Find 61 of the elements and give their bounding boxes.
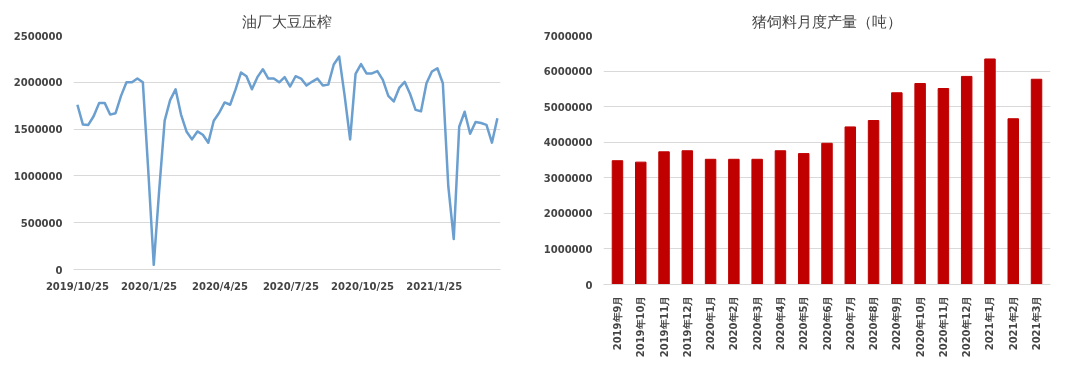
chart-title: 油厂大豆压榨 [242,12,332,31]
bar [1030,78,1043,285]
y-tick-label: 2500000 [13,30,63,42]
x-tick-label: 2020年8月 [868,295,880,351]
x-tick-label: 2020年3月 [751,295,763,351]
x-tick-label: 2020年12月 [961,295,973,358]
x-tick-label: 2020年4月 [774,295,786,351]
y-tick-label: 2000000 [543,208,593,220]
bar [821,142,833,285]
bar [751,158,763,285]
bar [984,58,996,285]
y-tick-label: 7000000 [543,30,593,42]
x-tick-label: 2019年9月 [611,295,623,351]
bar [658,151,670,285]
y-tick-label: 1000000 [543,243,593,255]
bar [960,75,973,285]
chart-title: 猪饲料月度产量（吨） [752,12,902,31]
x-tick-label: 2021年3月 [1031,295,1043,351]
bar [914,83,926,285]
x-tick-label: 2020年10月 [914,295,926,358]
y-tick-label: 6000000 [543,66,593,78]
x-tick-label: 2020/4/25 [191,280,249,292]
x-tick-label: 2019年12月 [681,295,693,358]
x-tick-label: 2020/7/25 [262,280,319,292]
bar [728,158,740,285]
x-tick-label: 2020年5月 [798,295,810,351]
bar [1007,118,1019,285]
bar [867,120,880,285]
x-tick-label: 2021年2月 [1007,295,1019,351]
x-tick-label: 2020年9月 [891,295,903,351]
bar [891,92,903,285]
bar [635,161,647,285]
x-tick-label: 2020年11月 [937,295,949,358]
y-tick-label: 3000000 [543,172,593,184]
x-tick-label: 2020/1/25 [121,280,178,292]
y-tick-label: 4000000 [543,137,593,149]
bar [937,88,950,285]
bar [797,153,810,285]
bar [844,126,857,285]
y-tick-label: 500000 [20,217,63,229]
y-tick-label: 0 [585,279,593,291]
x-tick-label: 2020年7月 [844,295,856,351]
y-tick-label: 5000000 [543,101,593,113]
bar [704,158,717,285]
x-tick-label: 2021/1/25 [406,280,463,292]
x-tick-label: 2019/10/25 [45,280,109,292]
y-tick-label: 2000000 [13,77,63,89]
y-tick-label: 1500000 [13,124,63,136]
x-tick-label: 2021年1月 [984,295,996,351]
bar [681,150,694,285]
x-tick-label: 2019年10月 [635,295,647,358]
x-tick-label: 2020年2月 [728,295,740,351]
y-tick-label: 1000000 [13,170,63,182]
y-tick-label: 0 [55,264,63,276]
x-tick-label: 2020年6月 [821,295,833,351]
bar [611,160,624,285]
bar [774,150,787,285]
x-tick-label: 2019年11月 [658,295,670,358]
x-tick-label: 2020/10/25 [331,280,395,292]
line-series [76,55,499,267]
x-tick-label: 2020年1月 [705,295,717,351]
